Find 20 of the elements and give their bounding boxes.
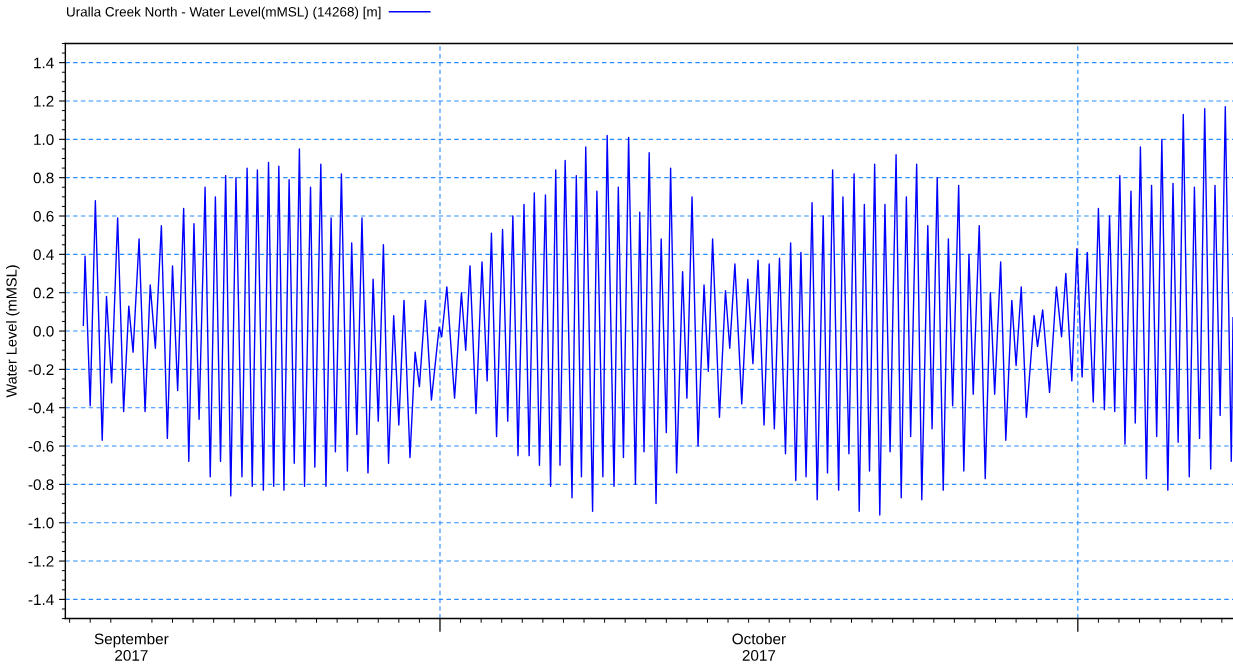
y-tick-label: 0.2	[33, 287, 54, 299]
y-tick-label: -1.2	[28, 555, 54, 567]
x-tick-label: September 2017	[94, 633, 169, 661]
y-tick-label: -1.0	[28, 517, 54, 529]
y-tick-label: 1.0	[34, 134, 54, 146]
y-tick-label: -0.4	[28, 402, 54, 414]
x-tick-label: October 2017	[732, 633, 786, 661]
y-tick-label: -0.6	[28, 440, 54, 452]
y-axis-title: Water Level (mMSL)	[5, 265, 20, 398]
y-tick-label: 0.8	[33, 172, 54, 184]
y-tick-label: -0.8	[28, 479, 54, 491]
y-tick-label: 0.0	[33, 325, 54, 337]
y-tick-label: 1.4	[34, 57, 54, 69]
y-tick-label: 1.2	[34, 95, 54, 107]
y-tick-label: -1.4	[28, 594, 54, 605]
line-series	[82, 106, 1233, 516]
y-tick-label: 0.6	[33, 210, 54, 222]
y-tick-label: -0.2	[28, 364, 54, 376]
y-tick-label: 0.4	[33, 249, 54, 261]
legend-label: Uralla Creek North - Water Level(mMSL) (14268) [m]	[67, 6, 381, 20]
